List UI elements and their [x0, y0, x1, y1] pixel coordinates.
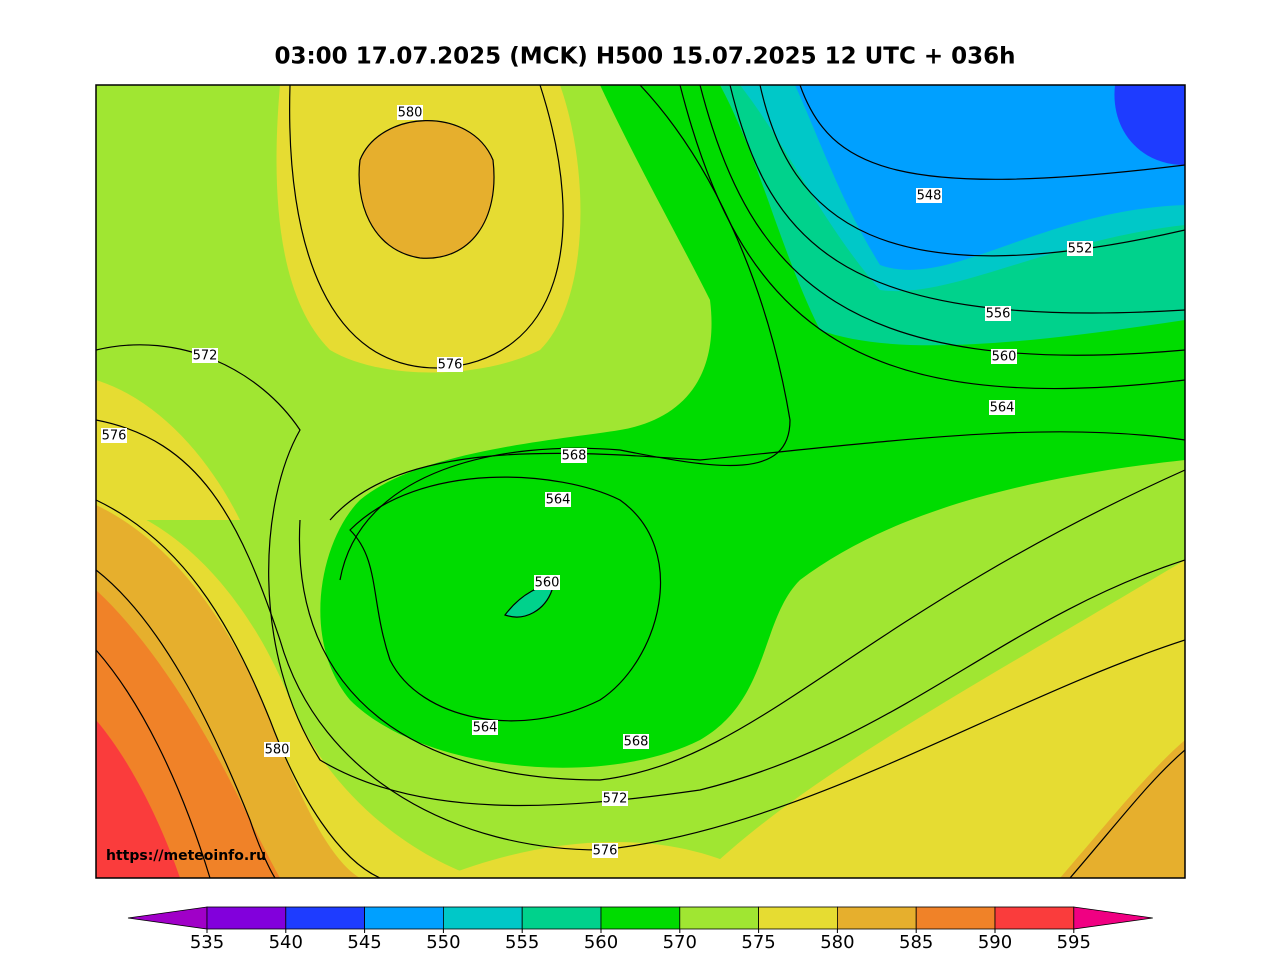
- contour: [799, 85, 1185, 180]
- colorbar-segment: [915, 906, 996, 930]
- contour-label: 572: [603, 792, 628, 807]
- contour: [298, 469, 1185, 781]
- contour: [358, 120, 495, 259]
- colorbar-tick-label: 575: [741, 932, 775, 953]
- field-555: [505, 586, 552, 618]
- contour: [679, 85, 1185, 390]
- field-575: [700, 560, 1185, 878]
- contour-label-bg: [101, 428, 127, 443]
- contour: [96, 569, 276, 878]
- contour: [96, 499, 381, 878]
- colorbar-segment: [679, 906, 759, 930]
- title: 03:00 17.07.2025 (MCK) H500 15.07.2025 1…: [274, 44, 1015, 70]
- colorbar-tick-label: 540: [269, 932, 303, 953]
- contour-label-bg: [192, 348, 218, 363]
- contour-label: 556: [986, 307, 1011, 322]
- colorbar-tick-label: 580: [820, 932, 854, 953]
- map-frame: [95, 84, 1186, 879]
- source-url: https://meteoinfo.ru: [106, 848, 266, 864]
- contour-label: 580: [398, 106, 423, 121]
- contour: [339, 85, 791, 581]
- colorbar-segment: [364, 906, 444, 930]
- field-575: [440, 842, 760, 878]
- colorbar-segment: [206, 906, 287, 930]
- colorbar-tick-label: 595: [1057, 932, 1091, 953]
- contour-label: 560: [535, 576, 560, 591]
- field-580: [1060, 740, 1185, 878]
- colorbar-tick-label: 570: [663, 932, 697, 953]
- contour: [96, 649, 211, 878]
- contour-label-bg: [623, 734, 649, 749]
- contour-label-bg: [989, 400, 1015, 415]
- colorbar-tick-label: 545: [347, 932, 381, 953]
- contour: [329, 431, 1185, 521]
- contour-label: 576: [102, 429, 127, 444]
- colorbar-tick-label: 585: [899, 932, 933, 953]
- contour-label-bg: [985, 306, 1011, 321]
- colorbar-tick-label: 560: [584, 932, 618, 953]
- contour: [1069, 749, 1185, 878]
- colorbar-segment: [758, 906, 838, 930]
- colorbar: 535 540 545 550 555 560 570 575 580 585 590 595: [127, 906, 1153, 953]
- contour-label-bg: [602, 791, 628, 806]
- colorbar-over: [1073, 906, 1153, 930]
- contour-label-bg: [437, 357, 463, 372]
- field-545: [795, 85, 1185, 270]
- contour-label-bg: [561, 448, 587, 463]
- colorbar-tick-label: 555: [505, 932, 539, 953]
- contour-label-bg: [916, 188, 942, 203]
- contour: [349, 476, 662, 722]
- contour-label-bg: [397, 105, 423, 120]
- colorbar-segment: [285, 906, 365, 930]
- colorbar-tick-label: 535: [190, 932, 224, 953]
- contour-label-bg: [545, 492, 571, 507]
- contour-label: 568: [624, 735, 649, 750]
- contour-label-bg: [592, 843, 618, 858]
- colorbar-tick-label: 550: [426, 932, 460, 953]
- contour-label-bg: [264, 742, 290, 757]
- contour-label: 572: [193, 349, 218, 364]
- contour-label: 564: [473, 721, 498, 736]
- contour-label: 576: [438, 358, 463, 373]
- colorbar-under: [127, 906, 208, 930]
- contour-label-bg: [1067, 241, 1093, 256]
- contour: [96, 344, 1185, 807]
- field-540: [1114, 85, 1185, 165]
- contour-label: 580: [265, 743, 290, 758]
- field-580: [359, 120, 495, 259]
- contour: [729, 85, 1185, 314]
- colorbar-tick-label: 590: [978, 932, 1012, 953]
- contour-label: 568: [562, 449, 587, 464]
- colorbar-segment: [600, 906, 681, 930]
- colorbar-segment: [521, 906, 602, 930]
- contour-label-bg: [472, 720, 498, 735]
- contour-label-bg: [991, 349, 1017, 364]
- contour: [699, 85, 1185, 356]
- contour-label: 560: [992, 350, 1017, 365]
- colorbar-segment: [994, 906, 1075, 930]
- contour-label: 548: [917, 189, 942, 204]
- map-field: [96, 85, 1185, 878]
- contour-label: 564: [990, 401, 1015, 416]
- contour-label: 564: [546, 493, 571, 508]
- contour-label: 552: [1068, 242, 1093, 257]
- contour-label: 576: [593, 844, 618, 859]
- contour-labels: 580 548 552 556 560 564 572 576 576 568 564 560 564 5…: [101, 105, 1093, 859]
- colorbar-segment: [837, 906, 917, 930]
- field-590: [96, 720, 180, 878]
- colorbar-segment: [442, 906, 523, 930]
- contour-label-bg: [534, 575, 560, 590]
- contour: [96, 419, 1185, 851]
